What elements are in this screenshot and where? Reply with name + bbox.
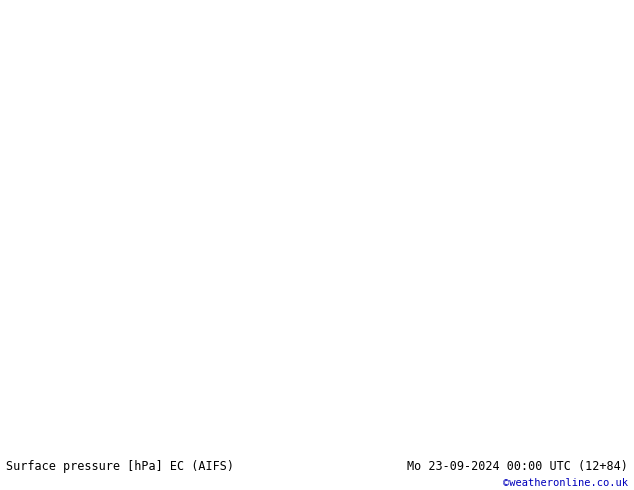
- Text: ©weatheronline.co.uk: ©weatheronline.co.uk: [503, 478, 628, 488]
- Text: Mo 23-09-2024 00:00 UTC (12+84): Mo 23-09-2024 00:00 UTC (12+84): [407, 460, 628, 473]
- Text: Surface pressure [hPa] EC (AIFS): Surface pressure [hPa] EC (AIFS): [6, 460, 235, 473]
